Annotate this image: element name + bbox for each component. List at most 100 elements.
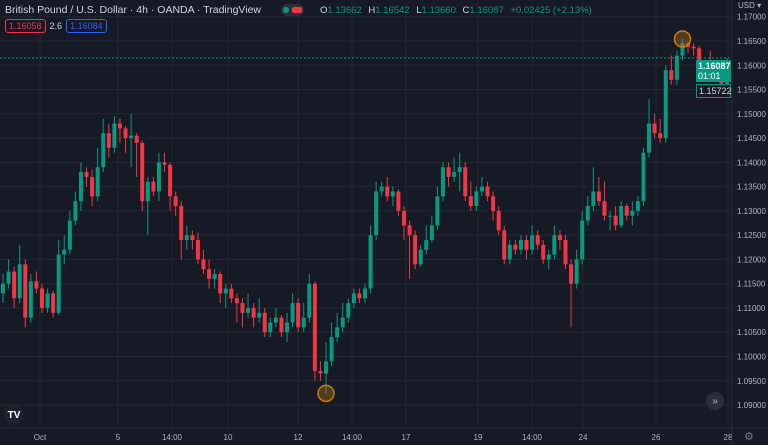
candle-body	[223, 288, 228, 294]
change: +0.02425 (+2.13%)	[510, 4, 592, 16]
candle-body	[179, 206, 184, 241]
candle-body	[229, 288, 234, 299]
candle-body	[401, 210, 406, 226]
candle-body	[162, 162, 167, 165]
sell-button[interactable]: 1.16058	[5, 19, 46, 33]
candle-body	[496, 210, 501, 231]
candle-body	[440, 167, 445, 197]
candle-body	[90, 176, 95, 197]
candle-body	[691, 46, 696, 49]
tradingview-logo[interactable]: TV	[4, 405, 24, 425]
candle-body	[34, 281, 39, 289]
high-value: 1.16542	[375, 4, 410, 16]
y-tick-label: 1.13000	[737, 207, 766, 216]
candle-body	[346, 303, 351, 318]
candle-body	[257, 312, 262, 318]
candle-body	[613, 215, 618, 226]
x-tick-label: 19	[474, 433, 483, 442]
buy-button[interactable]: 1.16084	[66, 19, 107, 33]
candle-body	[563, 240, 568, 265]
candle-body	[446, 167, 451, 177]
candle-body	[463, 167, 468, 197]
gear-icon[interactable]: ⚙	[744, 431, 754, 443]
candle-body	[357, 293, 362, 299]
open-value: 1.13662	[327, 4, 362, 16]
candle-body	[524, 240, 529, 250]
y-tick-label: 1.11500	[737, 280, 766, 289]
candle-body	[106, 133, 111, 148]
x-tick-label: 14:00	[522, 433, 543, 442]
y-tick-label: 1.16000	[737, 61, 766, 70]
candle-body	[340, 317, 345, 328]
y-tick-label: 1.12500	[737, 231, 766, 240]
candle-body	[23, 264, 28, 318]
candle-body	[507, 244, 512, 260]
candle-body	[535, 235, 540, 245]
candle-body	[396, 191, 401, 211]
candle-body	[479, 186, 484, 192]
currency-label: USD	[738, 1, 755, 10]
high-marker	[673, 30, 692, 48]
candle-body	[429, 225, 434, 241]
candle-body	[45, 293, 50, 308]
market-status[interactable]	[281, 4, 304, 16]
candle-body	[619, 206, 624, 226]
candle-body	[117, 123, 122, 129]
candle-body	[585, 206, 590, 221]
candle-body	[95, 167, 100, 197]
candle-body	[468, 196, 473, 207]
close-label: C	[462, 4, 470, 16]
candle-body	[307, 283, 312, 318]
candle-body	[78, 172, 83, 202]
candle-body	[151, 181, 156, 192]
candle-body	[251, 307, 256, 318]
candle-body	[190, 235, 195, 241]
candle-body	[596, 191, 601, 202]
y-tick-label: 1.10500	[737, 328, 766, 337]
ohlc-legend: O1.13662 H1.16542 L1.13660 C1.16087 +0.0…	[320, 5, 596, 16]
chart-header: British Pound / U.S. Dollar · 4h · OANDA…	[5, 4, 596, 16]
candle-body	[101, 133, 106, 168]
candle-body	[435, 196, 440, 226]
symbol-title[interactable]: British Pound / U.S. Dollar · 4h · OANDA…	[5, 4, 261, 16]
candle-body	[491, 196, 496, 211]
x-tick-label: 10	[224, 433, 233, 442]
y-tick-label: 1.15000	[737, 110, 766, 119]
double-chevron-right-icon[interactable]: »	[706, 392, 724, 410]
candle-body	[457, 167, 462, 173]
candle-body	[67, 220, 72, 250]
y-tick-label: 1.12000	[737, 255, 766, 264]
candle-body	[513, 244, 518, 250]
candle-body	[385, 186, 390, 197]
candle-body	[140, 142, 145, 202]
candle-body	[123, 128, 128, 139]
y-tick-label: 1.17000	[737, 13, 766, 22]
candle-body	[374, 191, 379, 236]
candle-body	[697, 48, 702, 66]
candle-body	[112, 123, 117, 148]
candle-body	[608, 215, 613, 217]
candle-body	[680, 43, 685, 56]
price-tag: 1.15722	[696, 84, 732, 98]
candle-body	[301, 317, 306, 328]
candle-body	[273, 317, 278, 323]
x-tick-label: 17	[402, 433, 411, 442]
candle-body	[413, 235, 418, 265]
y-tick-label: 1.15500	[737, 86, 766, 95]
candle-body	[518, 240, 523, 250]
candle-body	[156, 162, 161, 192]
currency-selector[interactable]: USD ▾	[738, 1, 762, 10]
candle-body	[285, 322, 290, 333]
y-tick-label: 1.10000	[737, 353, 766, 362]
candle-body	[195, 240, 200, 260]
candle-body	[184, 235, 189, 241]
candle-body	[652, 123, 657, 134]
candle-body	[56, 254, 61, 313]
candle-body	[502, 230, 507, 260]
last-price-tag: 1.16087 01:01	[696, 60, 731, 82]
candle-body	[424, 240, 429, 250]
x-tick-label: 14:00	[162, 433, 183, 442]
candle-body	[84, 172, 89, 177]
